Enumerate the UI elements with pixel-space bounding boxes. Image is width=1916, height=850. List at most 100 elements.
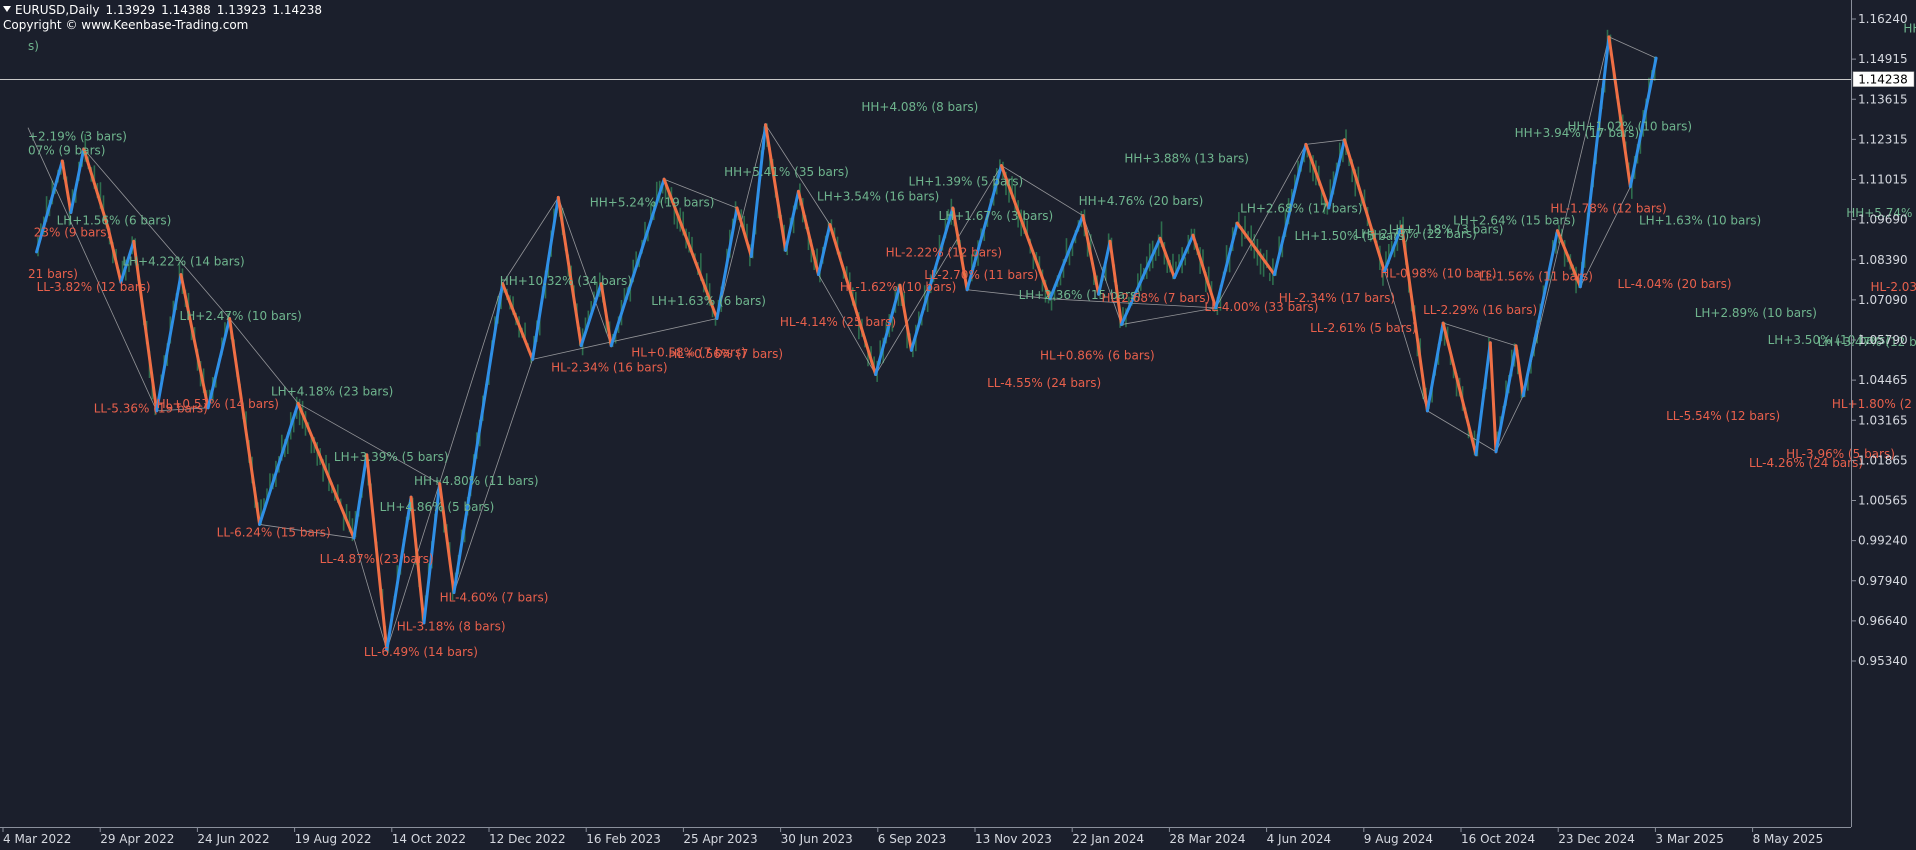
swing-high-label: LH+1.50% (5 bars) bbox=[1294, 229, 1409, 243]
swing-low-label: LL-4.87% (23 bars) bbox=[320, 552, 434, 566]
zigzag-down-leg bbox=[106, 226, 123, 284]
swing-high-label: LH+4.86% (5 bars) bbox=[380, 500, 495, 514]
time-tick-label: 30 Jun 2023 bbox=[781, 832, 853, 846]
price-tick-label: 1.05790 bbox=[1858, 333, 1908, 347]
dropdown-triangle-icon[interactable] bbox=[3, 6, 11, 12]
swing-low-label: HL-2.34% (17 bars) bbox=[1279, 291, 1395, 305]
price-tick-label: 1.16240 bbox=[1858, 12, 1908, 26]
swing-high-label: LH+2.68% (17 bars) bbox=[1240, 202, 1362, 216]
swing-high-label: LH+2.89% (10 bars) bbox=[1695, 306, 1817, 320]
zigzag-down-leg bbox=[662, 177, 719, 320]
zigzag-layer bbox=[35, 35, 1658, 652]
trendline bbox=[502, 197, 559, 284]
zigzag-up-leg bbox=[1097, 239, 1112, 296]
swing-high-label: LH+1.39% (5 bars) bbox=[909, 174, 1024, 188]
zigzag-down-leg bbox=[1191, 233, 1218, 310]
price-tick-label: 0.95340 bbox=[1858, 654, 1908, 668]
zigzag-up-leg bbox=[1172, 233, 1195, 280]
trendline bbox=[532, 318, 718, 360]
copyright-text: Copyright © www.Keenbase-Trading.com bbox=[3, 18, 249, 32]
zigzag-down-leg bbox=[1342, 138, 1387, 274]
trendline bbox=[1215, 144, 1307, 309]
price-axis[interactable]: 1.16240 1.14915 1.13615 1.12315 1.11015 1.096… bbox=[1851, 12, 1908, 668]
ohlc-close: 1.14238 bbox=[272, 3, 323, 17]
swing-low-label: HL-1.62% (10 bars) bbox=[840, 280, 956, 294]
swing-low-label: LL-2.61% (5 bars) bbox=[1310, 321, 1416, 335]
swing-high-label: HH+4.80% (11 bars) bbox=[414, 474, 539, 488]
zigzag-down-leg bbox=[132, 239, 159, 413]
zigzag-up-leg bbox=[579, 282, 603, 348]
swing-low-label: HL-4.14% (25 bars) bbox=[780, 315, 896, 329]
zigzag-down-leg bbox=[296, 401, 356, 540]
zigzag-down-leg bbox=[228, 316, 262, 526]
zigzag-down-leg bbox=[1108, 239, 1123, 327]
swing-labels-layer: s) +2.19% (3 bars)07% (9 bars) LH+1.56% (6… bbox=[28, 21, 1916, 659]
swing-low-label: LL-1.56% (11 bars) bbox=[1479, 270, 1593, 284]
swing-low-label: LL-3.82% (12 bars) bbox=[37, 280, 151, 294]
zigzag-down-leg bbox=[1488, 341, 1498, 454]
zigzag-up-leg bbox=[69, 147, 86, 215]
swing-low-label: HL+0.58% (7 bars) bbox=[631, 345, 746, 359]
swing-low-label: LL-5.36% (19 bars) bbox=[94, 401, 208, 415]
trendline bbox=[297, 402, 440, 484]
swing-high-label: LH+2.47% (10 bars) bbox=[180, 309, 302, 323]
swing-low-label: LL-2.29% (16 bars) bbox=[1423, 303, 1537, 317]
swing-low-label: LL-4.26% (24 bars) bbox=[1749, 456, 1863, 470]
price-tick-label: 1.03165 bbox=[1858, 413, 1908, 427]
swing-low-label: HL-0.98% (10 bars) bbox=[1380, 267, 1496, 281]
price-tick-label: 1.12315 bbox=[1858, 132, 1908, 146]
swing-high-label: LH+3.39% (5 bars) bbox=[334, 450, 449, 464]
time-tick-label: 4 Mar 2022 bbox=[3, 832, 71, 846]
zigzag-up-leg bbox=[1214, 221, 1239, 310]
price-tick-label: 1.08390 bbox=[1858, 253, 1908, 267]
swing-low-label: HL-2.22% (12 bars) bbox=[886, 245, 1002, 259]
zigzag-up-leg bbox=[1120, 236, 1162, 327]
zigzag-up-leg bbox=[1425, 321, 1445, 413]
trendline bbox=[1001, 165, 1084, 216]
zigzag-up-leg bbox=[1474, 341, 1492, 457]
zigzag-up-leg bbox=[352, 453, 369, 540]
zigzag-up-leg bbox=[609, 177, 666, 348]
zigzag-down-leg bbox=[1235, 221, 1276, 277]
swing-high-label: HH+4.76% (20 bars) bbox=[1079, 194, 1204, 208]
trendline bbox=[1305, 139, 1345, 145]
time-axis[interactable]: 4 Mar 2022 29 Apr 2022 24 Jun 2022 19 Aug 2… bbox=[2, 827, 1823, 846]
trendline bbox=[967, 289, 1051, 300]
price-tick-label: 1.13615 bbox=[1858, 92, 1908, 106]
swing-low-label: HL-2.03% (7 bars) bbox=[1871, 280, 1916, 294]
price-tick-label: 1.04465 bbox=[1858, 373, 1908, 387]
plot-area[interactable] bbox=[0, 0, 1851, 827]
zigzag-up-leg bbox=[422, 482, 442, 625]
price-tick-label: 0.99240 bbox=[1858, 534, 1908, 548]
swing-low-label: HL-1.78% (12 bars) bbox=[1550, 202, 1666, 216]
zigzag-down-leg bbox=[438, 482, 456, 595]
zigzag-up-leg bbox=[531, 195, 560, 361]
zigzag-down-leg bbox=[599, 282, 613, 348]
trendline bbox=[1442, 322, 1517, 347]
zigzag-up-leg bbox=[965, 164, 1003, 292]
swing-low-label: 23% (9 bars) bbox=[34, 226, 111, 240]
price-tick-label: 1.11015 bbox=[1858, 173, 1908, 187]
zigzag-up-leg bbox=[816, 223, 832, 277]
zigzag-down-leg bbox=[82, 147, 110, 230]
swing-low-label: HL-3.96% (5 bars) bbox=[1786, 447, 1895, 461]
zigzag-down-leg bbox=[179, 273, 210, 410]
trendline bbox=[557, 197, 612, 346]
trendline bbox=[259, 524, 354, 539]
price-tick-label: 1.07090 bbox=[1858, 293, 1908, 307]
swing-high-label: HH+3.88% (13 bars) bbox=[1124, 152, 1249, 166]
swing-low-label: LL-6.49% (14 bars) bbox=[364, 645, 478, 659]
zigzag-down-leg bbox=[1081, 214, 1101, 296]
zigzag-down-leg bbox=[1158, 236, 1176, 280]
time-tick-label: 16 Oct 2024 bbox=[1461, 832, 1535, 846]
swing-low-label: 21 bars) bbox=[28, 267, 78, 281]
zigzag-down-leg bbox=[501, 282, 535, 361]
swing-high-label: LH+2.77% (22 bars) bbox=[1354, 227, 1476, 241]
swing-low-label: HL+0.56% (7 bars) bbox=[668, 347, 783, 361]
trendline bbox=[818, 274, 876, 375]
zigzag-up-leg bbox=[1521, 229, 1559, 398]
zigzag-down-leg bbox=[1514, 344, 1525, 398]
trendline bbox=[229, 318, 299, 404]
